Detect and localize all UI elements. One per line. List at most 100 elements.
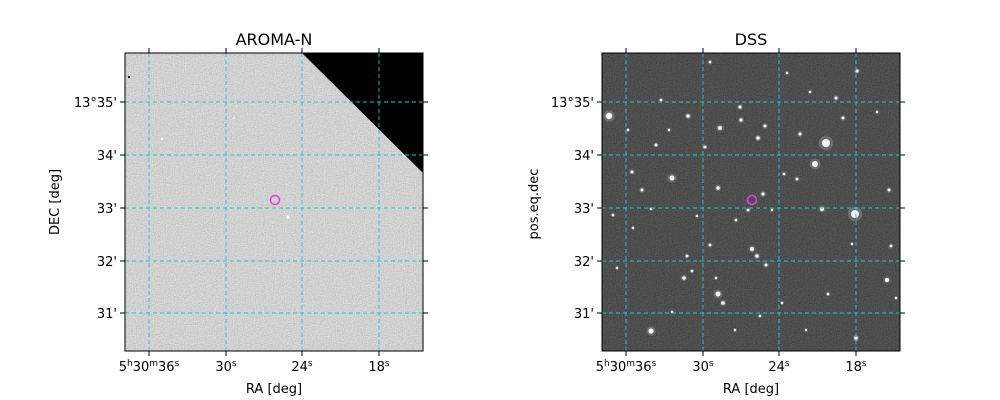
coordinate-grid (602, 53, 900, 351)
star (834, 96, 838, 100)
star (822, 139, 830, 147)
y-tick-labels: 13°35' 34' 33' 32' 31' (74, 96, 117, 322)
x-tick-labels: 5h30m36s 30s 24s 18s (119, 359, 390, 375)
star (812, 161, 818, 167)
star (640, 188, 644, 192)
star (659, 98, 663, 102)
x-axis-label: RA [deg] (723, 382, 779, 397)
panel-title: DSS (735, 30, 768, 49)
star (695, 214, 699, 218)
y-tick-label: 33' (574, 202, 594, 217)
sky-image (602, 53, 900, 351)
no-data-region (302, 53, 423, 173)
x-tick-label: 30s (692, 359, 714, 375)
star (667, 128, 671, 132)
x-tick-labels: 5h30m36s 30s 24s 18s (596, 359, 867, 375)
star (756, 136, 760, 140)
star (615, 266, 619, 270)
star (686, 114, 690, 118)
star (739, 118, 743, 122)
star (770, 208, 774, 212)
y-tick-label: 34' (574, 149, 594, 164)
star (648, 328, 654, 334)
star (885, 278, 889, 282)
star (718, 126, 722, 130)
star (708, 60, 712, 64)
star (785, 71, 789, 75)
x-axis-label: RA [deg] (246, 382, 302, 397)
star (755, 254, 759, 258)
star (763, 124, 767, 128)
y-axis-label: pos.eq.dec (527, 169, 542, 240)
star (626, 128, 630, 132)
star (854, 336, 858, 340)
sky-image (125, 53, 423, 351)
star (826, 292, 830, 296)
y-tick-label: 33' (97, 202, 117, 217)
star (721, 301, 725, 305)
star (764, 263, 768, 267)
x-tick-label: 18s (845, 359, 867, 375)
x-tick-label: 24s (768, 359, 790, 375)
star (875, 110, 879, 114)
star (795, 177, 799, 181)
star (758, 314, 762, 318)
y-tick-label: 13°35' (551, 96, 594, 111)
star (631, 226, 635, 230)
star (734, 218, 738, 222)
star (690, 269, 694, 273)
panel-dss: DSS 5h30m36s 30s 24s 18s 13°35' 34 (527, 30, 905, 397)
y-tick-label: 34' (97, 149, 117, 164)
panel-title: AROMA-N (236, 30, 313, 49)
star (738, 105, 742, 109)
star (782, 172, 786, 176)
star (733, 328, 737, 332)
star (611, 213, 615, 217)
star (630, 170, 634, 174)
star (715, 291, 721, 297)
star (703, 145, 707, 149)
x-tick-label: 5h30m36s (119, 359, 180, 375)
axes-frame (124, 52, 424, 352)
star (780, 301, 784, 305)
star (605, 112, 613, 120)
y-axis-label: DEC [deg] (48, 169, 63, 235)
x-tick-label: 24s (291, 359, 313, 375)
axes-frame (601, 52, 901, 352)
star (682, 276, 686, 280)
y-tick-label: 32' (574, 255, 594, 270)
tick-marks (597, 48, 905, 356)
y-tick-labels: 13°35' 34' 33' 32' 31' (551, 96, 594, 322)
star (894, 296, 898, 300)
y-tick-label: 31' (574, 307, 594, 322)
target-marker (269, 194, 281, 206)
star (761, 192, 765, 196)
star (669, 175, 675, 181)
star (889, 244, 893, 248)
y-tick-label: 31' (97, 307, 117, 322)
star (746, 208, 750, 212)
star (808, 90, 812, 94)
star (714, 276, 718, 280)
star (685, 254, 689, 258)
panel-aroma-n: AROMA-N 5h30m36s 30s 24s (48, 30, 428, 397)
target-marker (746, 194, 758, 206)
x-tick-label: 5h30m36s (596, 359, 657, 375)
y-tick-label: 13°35' (74, 96, 117, 111)
tick-marks (120, 48, 428, 356)
star (851, 210, 859, 218)
star (708, 243, 712, 247)
star (841, 116, 845, 120)
star (804, 328, 808, 332)
x-tick-label: 18s (368, 359, 390, 375)
star (798, 132, 802, 136)
x-tick-label: 30s (215, 359, 237, 375)
star (654, 143, 658, 147)
star (750, 247, 754, 251)
star (850, 242, 854, 246)
y-tick-label: 32' (97, 255, 117, 270)
star (887, 188, 891, 192)
star (716, 186, 720, 190)
coordinate-grid (125, 53, 423, 351)
